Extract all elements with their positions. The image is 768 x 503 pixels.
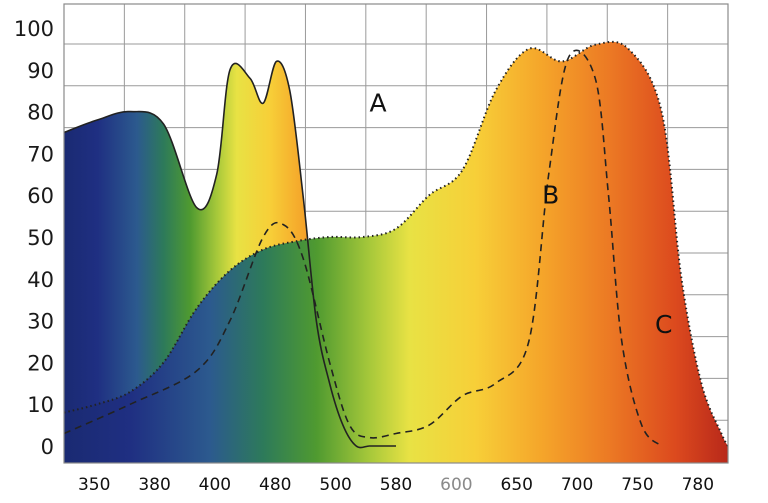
curves [64, 40, 728, 449]
series-line-c [64, 49, 663, 447]
area-fill-b [64, 41, 728, 463]
x-tick-label: 700 [561, 475, 593, 495]
plot-frame [63, 3, 729, 464]
x-tick-labels: 350 380 400 480 500 580 600 650 700 750 … [78, 475, 714, 495]
y-tick-label: 20 [27, 351, 54, 375]
x-tick-label: 380 [138, 475, 170, 495]
x-tick-label: 480 [259, 475, 291, 495]
curve-label-b: B [542, 181, 559, 210]
y-tick-label: 60 [27, 184, 54, 208]
curve-label-a: A [369, 89, 386, 118]
y-tick-label: 40 [27, 268, 54, 292]
y-tick-label: 10 [27, 393, 54, 417]
y-tick-label: 70 [27, 142, 54, 166]
x-tick-label: 400 [199, 475, 231, 495]
y-tick-label: 80 [27, 101, 54, 125]
series-line-a [64, 60, 396, 449]
spectrum-fill [64, 41, 728, 463]
x-tick-label: 650 [501, 475, 533, 495]
x-tick-label: 350 [78, 475, 110, 495]
y-tick-labels: 100 90 80 70 60 50 40 30 20 10 0 [14, 17, 54, 459]
y-tick-label: 100 [14, 17, 54, 41]
y-tick-label: 50 [27, 226, 54, 250]
y-tick-label: 90 [27, 59, 54, 83]
x-tick-label: 500 [319, 475, 351, 495]
x-tick-label: 750 [621, 475, 653, 495]
series-line-b [64, 40, 728, 447]
y-tick-label: 30 [27, 310, 54, 334]
y-tick-label: 0 [41, 435, 54, 459]
x-tick-label: 600 [440, 475, 472, 495]
curve-label-c: C [655, 310, 672, 339]
x-tick-label: 580 [380, 475, 412, 495]
x-tick-label: 780 [682, 475, 714, 495]
